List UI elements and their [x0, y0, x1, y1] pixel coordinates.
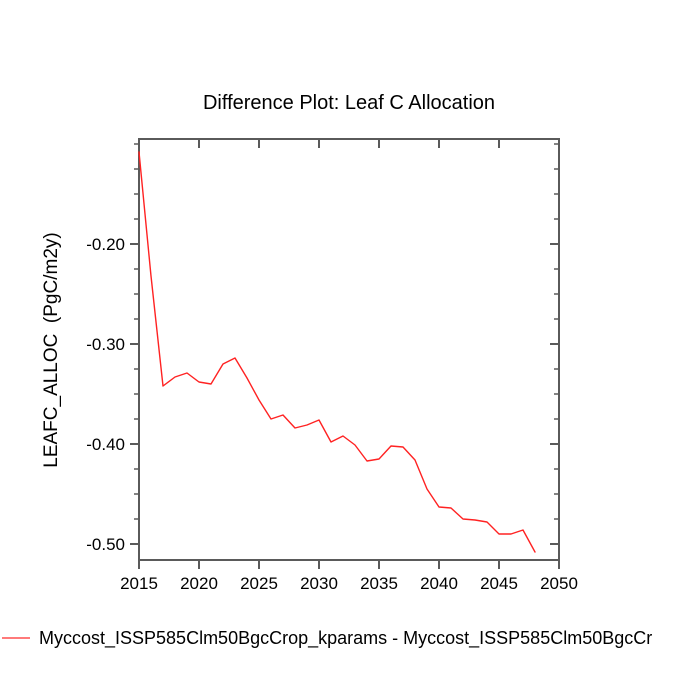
x-tick-label: 2030	[300, 574, 338, 593]
chart-title: Difference Plot: Leaf C Allocation	[202, 92, 496, 114]
data-line-difference	[138, 151, 536, 553]
legend: Myccost_ISSP585Clm50BgcCrop_kparams - My…	[0, 624, 700, 652]
plot-frame	[138, 138, 560, 561]
x-tick-label: 2015	[120, 574, 158, 593]
x-tick-label: 2045	[480, 574, 518, 593]
x-tick-label: 2050	[540, 574, 578, 593]
y-tick-label: -0.30	[86, 335, 125, 354]
x-tick-label: 2040	[420, 574, 458, 593]
legend-line-swatch	[2, 637, 30, 640]
y-tick-label: -0.40	[86, 435, 125, 454]
x-tick-label: 2020	[180, 574, 218, 593]
y-tick-label: -0.20	[86, 235, 125, 254]
x-tick-label: 2035	[360, 574, 398, 593]
y-tick-label: -0.50	[86, 535, 125, 554]
x-tick-label: 2025	[240, 574, 278, 593]
legend-label: Myccost_ISSP585Clm50BgcCrop_kparams - My…	[39, 628, 653, 648]
